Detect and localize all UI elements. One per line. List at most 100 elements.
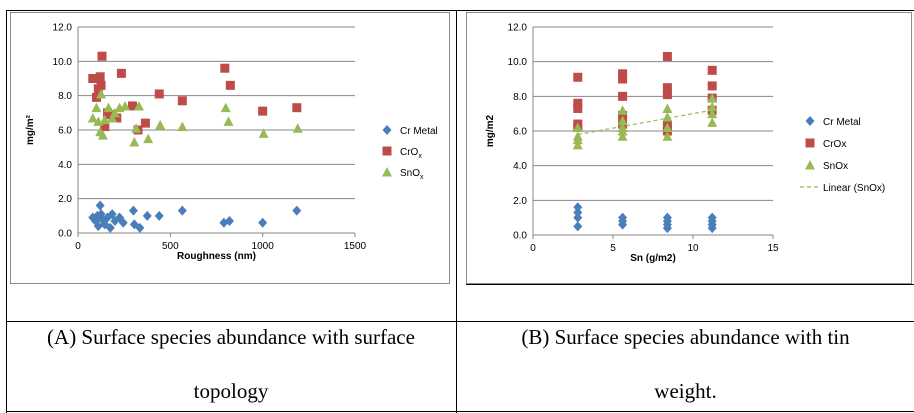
data-point: [127, 101, 137, 111]
data-point: [220, 102, 231, 113]
x-tick-label: 500: [162, 241, 179, 252]
y-tick-label: 8.0: [513, 92, 527, 103]
data-point: [707, 223, 717, 234]
data-point: [258, 106, 268, 116]
y-tick-label: 2.0: [513, 196, 527, 207]
data-point: [88, 74, 98, 83]
legend-label: CrOx: [400, 147, 422, 160]
caption-a-line2: topology: [193, 379, 269, 403]
data-point: [109, 107, 120, 118]
data-point: [292, 123, 303, 133]
chart-b: 0.0 2.0 4.0 6.0 8.0 10.0 12.0 0 5 10 15 Sn (g/m2) mg…: [485, 23, 885, 265]
data-point: [707, 65, 717, 75]
data-point: [573, 103, 583, 113]
x-tick-label: 0: [75, 241, 81, 252]
data-point: [177, 96, 187, 106]
panel-b-rule: [466, 284, 914, 285]
legend-label: SnOx: [400, 168, 424, 181]
data-point: [177, 121, 188, 132]
caption-rule-top: [6, 321, 914, 322]
data-point: [103, 102, 114, 113]
data-point: [95, 200, 105, 211]
caption-a-line1: (A) Surface species abundance with surfa…: [47, 325, 415, 349]
data-point: [99, 114, 110, 125]
data-point: [258, 217, 268, 228]
outer-rule-left: [6, 10, 7, 413]
y-tick-label: 8.0: [58, 91, 72, 102]
legend-marker: [382, 167, 392, 177]
data-point: [96, 88, 107, 99]
data-point: [93, 221, 103, 232]
chart-a-frame: [10, 12, 450, 284]
data-point: [97, 130, 108, 140]
legend-label: Cr Metal: [400, 126, 438, 137]
data-point: [707, 81, 717, 91]
y-tick-label: 2.0: [58, 194, 72, 205]
data-point: [618, 69, 628, 79]
data-point: [128, 205, 138, 216]
data-point: [292, 103, 302, 113]
data-point: [707, 108, 718, 119]
caption-b-line1: (B) Surface species abundance with tin: [521, 325, 850, 349]
legend-label: CrOx: [823, 139, 846, 150]
y-tick-label: 6.0: [513, 127, 527, 138]
data-point: [105, 222, 115, 233]
y-tick-label: 10.0: [53, 57, 73, 68]
x-tick-label: 1500: [344, 241, 367, 252]
data-point: [573, 221, 583, 232]
data-point: [107, 112, 118, 123]
data-point: [662, 83, 672, 93]
data-point: [91, 102, 102, 113]
data-point: [143, 133, 154, 144]
legend-marker: [805, 160, 815, 170]
y-tick-label: 12.0: [508, 23, 528, 34]
data-point: [617, 131, 628, 141]
data-point: [662, 103, 673, 113]
data-point: [131, 123, 142, 133]
x-tick-label: 15: [767, 243, 779, 254]
data-point: [572, 139, 583, 150]
y-axis-label: mg/m²: [25, 114, 36, 145]
y-axis-label: mg/m2: [485, 114, 496, 147]
data-point: [112, 113, 122, 123]
data-point: [133, 100, 144, 111]
data-point: [116, 68, 126, 78]
data-point: [220, 63, 230, 73]
divider-vertical: [456, 10, 457, 413]
x-tick-label: 10: [687, 243, 699, 254]
data-point: [662, 122, 673, 133]
data-point: [617, 126, 628, 136]
data-point: [662, 51, 672, 61]
data-point: [573, 207, 583, 218]
data-point: [154, 89, 164, 99]
data-point: [225, 80, 235, 90]
data-point: [573, 212, 583, 223]
chart-a: 0.0 2.0 4.0 6.0 8.0 10.0 12.0 0 500 1000 1500 Rough…: [25, 23, 438, 263]
data-point: [87, 112, 98, 123]
data-point: [100, 122, 110, 132]
data-point: [573, 202, 583, 213]
data-point: [618, 74, 628, 84]
data-point: [707, 117, 718, 127]
data-point: [142, 210, 152, 221]
legend-marker: [382, 125, 392, 135]
y-tick-label: 4.0: [58, 160, 72, 171]
data-point: [96, 80, 106, 90]
outer-rule-top: [6, 10, 914, 11]
y-tick-label: 0.0: [513, 231, 527, 242]
data-point: [129, 137, 140, 147]
legend-label: Cr Metal: [823, 117, 861, 128]
chart-b-frame: [466, 12, 912, 284]
data-point: [572, 122, 583, 133]
data-point: [573, 72, 583, 82]
caption-b-line2: weight.: [654, 379, 717, 403]
data-point: [97, 51, 107, 61]
data-point: [155, 119, 166, 130]
data-point: [573, 98, 583, 108]
legend-marker: [805, 138, 815, 148]
data-point: [572, 134, 583, 145]
trendline: [577, 109, 713, 136]
data-point: [662, 112, 673, 122]
legend-marker: [805, 116, 815, 126]
